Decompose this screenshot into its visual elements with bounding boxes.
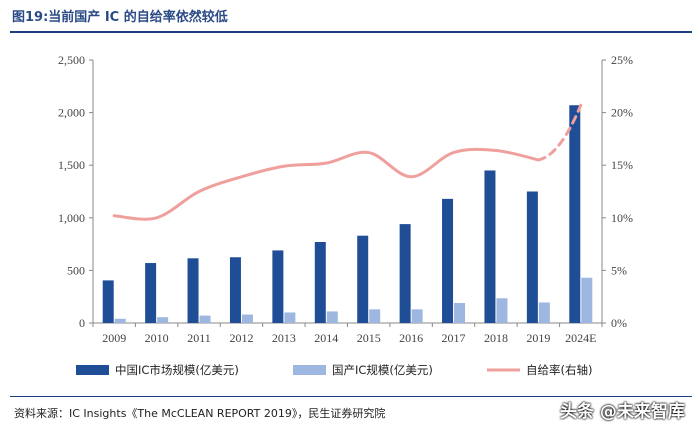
bar-market-2016 (399, 224, 411, 323)
line-point-2009 (113, 215, 115, 217)
bar-domestic-2010 (157, 317, 169, 323)
right-axis-tick-label: 25% (611, 53, 633, 67)
x-axis-tick-label: 2010 (145, 331, 169, 345)
x-axis-tick-label: 2014 (314, 331, 338, 345)
bar-domestic-2011 (199, 315, 211, 323)
bar-market-2019 (526, 191, 538, 323)
bar-market-2013 (272, 250, 284, 323)
x-axis-tick-label: 2009 (102, 331, 126, 345)
line-point-2012 (240, 176, 242, 178)
left-axis-tick-label: 1,000 (58, 211, 85, 225)
bar-domestic-2017 (454, 303, 466, 323)
bar-domestic-2016 (411, 309, 423, 323)
title-divider (10, 31, 692, 33)
chart-line (112, 103, 583, 221)
x-axis-tick-label: 2012 (229, 331, 253, 345)
bar-domestic-2018 (496, 298, 508, 323)
right-axis-tick-label: 5% (611, 263, 627, 277)
bar-market-2010 (145, 263, 157, 323)
x-axis-tick-label: 2024E (565, 331, 596, 345)
x-axis-tick-label: 2019 (526, 331, 550, 345)
left-axis-tick-label: 0 (79, 316, 85, 330)
line-point-2015 (368, 152, 370, 154)
x-axis-tick-label: 2018 (484, 331, 508, 345)
chart-axes: 0 500 1,000 1,500 2,000 2,500 0% 5% 10% 15% 20% 25%… (58, 53, 633, 345)
bar-market-2011 (187, 258, 199, 323)
bar-domestic-2015 (369, 309, 381, 323)
right-axis-tick-label: 15% (611, 158, 633, 172)
line-point-2010 (156, 217, 158, 219)
watermark: 头条 @未来智库 (560, 402, 685, 422)
chart-title: 图19:当前国产 IC 的自给率依然较低 (12, 10, 228, 25)
bar-market-2014 (314, 241, 326, 323)
source-note: 资料来源：IC Insights《The McCLEAN REPORT 2019… (14, 407, 386, 420)
left-axis-tick-label: 500 (67, 263, 85, 277)
bar-domestic-2019 (538, 302, 550, 323)
line-point-2016 (410, 176, 412, 178)
right-axis-tick-label: 0% (611, 316, 627, 330)
line-point-2019 (537, 159, 539, 161)
chart-svg: 0 500 1,000 1,500 2,000 2,500 0% 5% 10% 15% 20% 25%… (58, 53, 633, 377)
x-axis-tick-label: 2016 (399, 331, 423, 345)
chart-legend: 中国IC市场规模(亿美元) 国产IC规模(亿美元) 自给率(右轴) (76, 363, 592, 377)
left-axis-tick-label: 2,500 (58, 53, 85, 67)
chart-bars (102, 105, 593, 324)
line-point-2014 (325, 162, 327, 164)
x-axis-tick-label: 2015 (357, 331, 381, 345)
x-axis-tick-label: 2013 (272, 331, 296, 345)
line-point-2024E (580, 104, 582, 106)
line-point-2018 (495, 149, 497, 151)
line-self-sufficiency (112, 147, 540, 221)
bar-domestic-2024E (581, 277, 593, 323)
bar-domestic-2013 (284, 312, 296, 323)
legend-swatch-1 (293, 365, 326, 375)
legend-swatch-0 (76, 365, 109, 375)
line-point-2017 (453, 152, 455, 154)
right-axis-tick-label: 10% (611, 211, 633, 225)
bar-domestic-2014 (326, 311, 338, 323)
right-axis-tick-label: 20% (611, 106, 633, 120)
bar-market-2012 (229, 257, 241, 323)
legend-label-0: 中国IC市场规模(亿美元) (115, 363, 239, 377)
x-axis-tick-label: 2017 (442, 331, 466, 345)
left-axis-tick-label: 2,000 (58, 106, 85, 120)
footer-divider (10, 396, 692, 397)
line-point-2013 (283, 165, 285, 167)
left-axis-tick-label: 1,500 (58, 158, 85, 172)
bar-domestic-2009 (114, 318, 126, 323)
bar-market-2018 (484, 170, 496, 323)
legend-label-1: 国产IC规模(亿美元) (332, 363, 433, 377)
line-self-sufficiency-forecast (536, 103, 583, 162)
bar-market-2024E (569, 105, 581, 324)
x-axis-tick-label: 2011 (187, 331, 211, 345)
line-point-2011 (198, 191, 200, 192)
bar-market-2009 (102, 280, 114, 323)
legend-label-2: 自给率(右轴) (526, 363, 592, 377)
bar-market-2015 (357, 235, 369, 323)
bar-market-2017 (442, 198, 454, 323)
bar-domestic-2012 (241, 314, 253, 323)
